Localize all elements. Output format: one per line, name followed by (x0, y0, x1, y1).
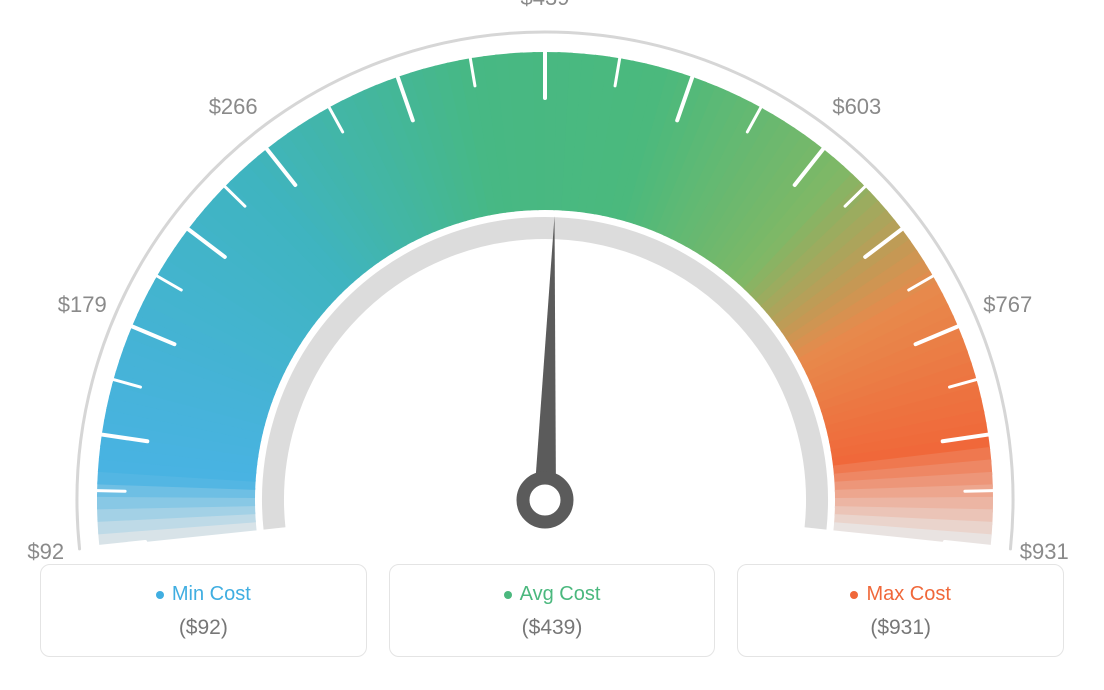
scale-label: $767 (983, 292, 1032, 318)
legend-card-min: Min Cost ($92) (40, 564, 367, 657)
legend-text-min: Min Cost (172, 583, 251, 606)
scale-label: $603 (832, 94, 881, 120)
scale-label: $92 (27, 539, 64, 565)
legend-text-avg: Avg Cost (520, 583, 601, 606)
legend-label-avg: Avg Cost (504, 583, 601, 606)
gauge-area: $92$179$266$439$603$767$931 (0, 0, 1104, 560)
legend-row: Min Cost ($92) Avg Cost ($439) Max Cost … (0, 564, 1104, 657)
cost-gauge-chart: $92 $179 $266 $439 $603 $767 $931 Min Cost ($9… (0, 0, 1104, 690)
legend-dot-max (850, 591, 858, 599)
scale-label: $931 (1020, 539, 1069, 565)
scale-label: $179 (58, 292, 107, 318)
legend-dot-min (156, 591, 164, 599)
legend-value-max: ($931) (748, 616, 1053, 640)
legend-card-max: Max Cost ($931) (737, 564, 1064, 657)
gauge-svg (0, 0, 1104, 560)
legend-value-avg: ($439) (400, 616, 705, 640)
legend-value-min: ($92) (51, 616, 356, 640)
legend-label-max: Max Cost (850, 583, 950, 606)
legend-dot-avg (504, 591, 512, 599)
scale-label: $266 (209, 94, 258, 120)
scale-label: $439 (521, 0, 570, 11)
legend-card-avg: Avg Cost ($439) (389, 564, 716, 657)
legend-label-min: Min Cost (156, 583, 251, 606)
legend-text-max: Max Cost (866, 583, 950, 606)
